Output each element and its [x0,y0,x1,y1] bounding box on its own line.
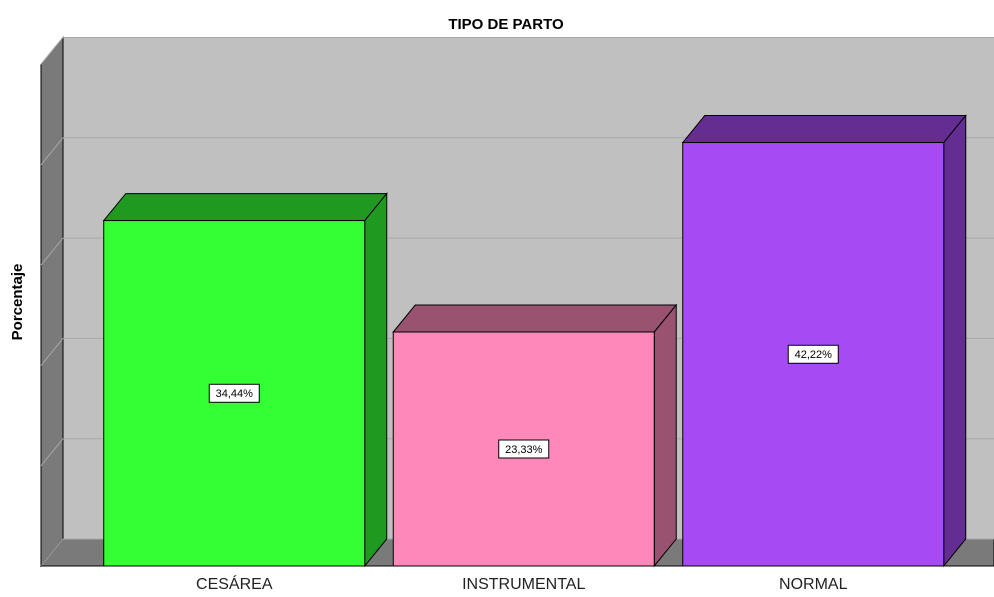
x-tick-label: CESÁREA [196,574,273,593]
bar-side [653,303,677,568]
bar-top [392,304,678,333]
x-tick-label: NORMAL [779,576,848,593]
grid-line-side [40,538,64,567]
grid-line-side [40,37,64,65]
grid-line-side [40,137,64,166]
data-label-box [498,439,550,459]
grid-line-side [40,438,64,467]
grid-line-side [40,237,64,266]
data-label: 23,33% [505,444,543,456]
bar-top [681,115,967,144]
x-tick-label: INSTRUMENTAL [462,576,585,593]
data-label-box [208,383,260,403]
chart-title: TIPO DE PARTO [448,16,564,33]
bar-side [364,192,388,568]
bar-top [102,193,388,222]
data-label-box [787,344,839,364]
y-axis-label: Porcentaje [9,264,26,341]
bar-side [943,114,967,568]
grid-line-side [40,338,64,366]
data-label: 42,22% [795,349,833,361]
side-wall [40,36,64,568]
data-label: 34,44% [216,388,254,400]
